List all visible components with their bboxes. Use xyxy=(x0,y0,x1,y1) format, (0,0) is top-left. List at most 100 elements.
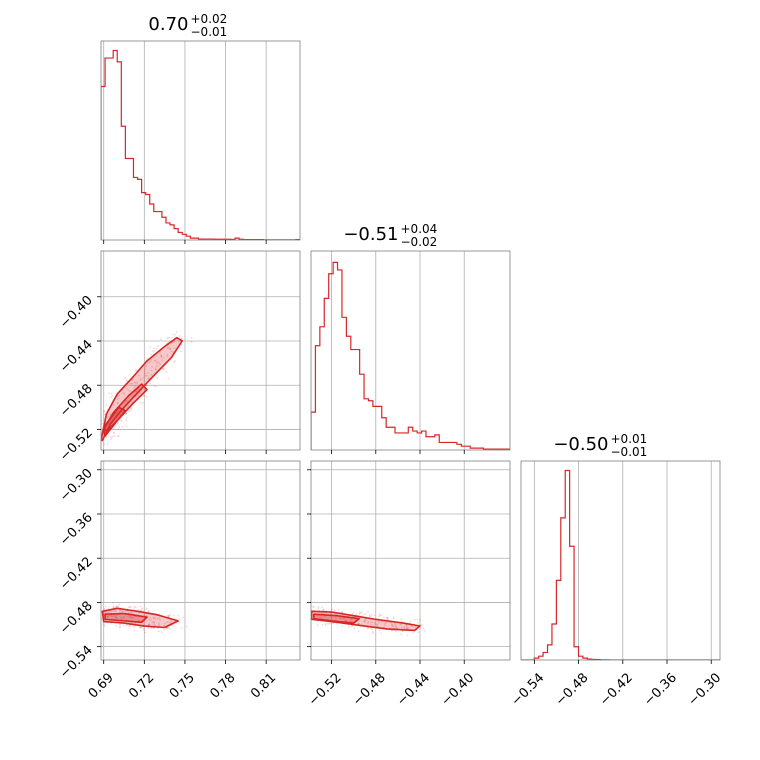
sample-point xyxy=(103,410,106,413)
x-tick-label: −0.48 xyxy=(350,670,389,709)
sample-point xyxy=(116,412,118,415)
x-tick-label: 0.81 xyxy=(248,670,279,701)
sample-point xyxy=(152,627,155,630)
sample-point xyxy=(351,612,354,615)
sample-point xyxy=(324,615,327,618)
sample-point xyxy=(317,607,320,610)
sample-point xyxy=(137,374,140,377)
sample-point xyxy=(161,368,164,370)
axes-frame xyxy=(520,460,721,661)
sample-point xyxy=(123,616,125,619)
sample-point xyxy=(169,347,172,350)
sample-point xyxy=(341,611,344,613)
sample-point xyxy=(159,353,162,356)
y-tick-label: −0.52 xyxy=(57,426,96,465)
sample-point xyxy=(421,623,424,626)
sample-point xyxy=(130,382,132,385)
sample-point xyxy=(111,435,114,438)
sample-point xyxy=(400,633,403,636)
sample-point xyxy=(163,629,165,631)
sample-point xyxy=(159,618,162,621)
sample-point xyxy=(306,620,308,622)
sample-point xyxy=(360,611,363,614)
sample-point xyxy=(110,392,113,395)
x-tick-label: −0.48 xyxy=(553,670,592,709)
sample-point xyxy=(325,623,327,625)
sample-point xyxy=(357,622,360,625)
sample-point xyxy=(112,427,115,430)
sample-point xyxy=(324,624,327,627)
sample-point xyxy=(114,615,117,617)
sample-point xyxy=(317,606,320,608)
sample-point xyxy=(352,611,355,614)
sample-point xyxy=(347,625,350,628)
sample-point xyxy=(104,624,106,627)
sample-point xyxy=(103,410,106,413)
sample-point xyxy=(126,624,128,627)
sample-point xyxy=(121,392,124,394)
sample-point xyxy=(403,627,406,630)
sample-point xyxy=(164,622,167,625)
sample-point xyxy=(386,616,388,619)
sample-point xyxy=(380,614,383,617)
sample-point xyxy=(331,608,334,611)
sample-point xyxy=(143,614,146,617)
sample-point xyxy=(370,614,373,617)
sample-point xyxy=(382,616,385,619)
sample-point xyxy=(390,625,393,628)
sample-point xyxy=(114,615,117,617)
sample-point xyxy=(128,625,131,628)
sample-point xyxy=(107,416,110,419)
sample-point xyxy=(364,618,366,621)
sample-point xyxy=(131,378,134,381)
sample-point xyxy=(413,619,416,621)
sample-point xyxy=(175,331,178,334)
sample-point xyxy=(362,620,365,623)
diag-2-panel: −0.54 −0.48 −0.42 −0.36 −0.30 −0.50 +0.01−0.01 xyxy=(509,432,725,709)
sample-point xyxy=(316,615,318,618)
sample-point xyxy=(369,615,371,618)
sample-point xyxy=(303,615,305,617)
sample-point xyxy=(156,617,159,620)
sample-point xyxy=(135,390,138,393)
sample-point xyxy=(170,350,173,353)
sample-point xyxy=(154,617,157,620)
sample-point xyxy=(149,360,152,363)
histogram-step xyxy=(311,261,510,450)
sample-point xyxy=(174,360,176,362)
y-tick-label: −0.44 xyxy=(57,337,96,376)
sample-point xyxy=(151,349,154,352)
sample-point xyxy=(155,365,157,368)
sample-point xyxy=(371,621,374,624)
y-tick-label: −0.48 xyxy=(57,381,96,420)
sample-point xyxy=(321,624,324,626)
sample-point xyxy=(103,443,106,445)
sample-point xyxy=(392,616,395,619)
sample-point xyxy=(125,615,128,617)
sample-point xyxy=(180,344,183,347)
sample-point xyxy=(180,350,182,353)
sample-point xyxy=(174,334,176,336)
sample-point xyxy=(153,350,156,353)
sample-point xyxy=(156,377,159,379)
sample-point xyxy=(125,412,128,415)
sample-point xyxy=(152,616,155,619)
sample-point xyxy=(411,625,414,628)
sample-point xyxy=(166,347,169,350)
sample-point xyxy=(302,616,304,618)
sample-point xyxy=(112,605,115,608)
sample-point xyxy=(116,617,119,620)
sample-point xyxy=(112,404,115,407)
sample-point xyxy=(167,337,170,339)
sample-point xyxy=(367,611,369,613)
sample-point xyxy=(112,431,115,434)
sample-point xyxy=(165,627,168,630)
sample-point xyxy=(417,631,420,634)
sample-point xyxy=(116,401,119,404)
axes-frame xyxy=(100,250,301,451)
sample-point xyxy=(126,380,128,383)
sample-point xyxy=(401,620,403,623)
sample-point xyxy=(166,621,169,624)
sample-point xyxy=(178,620,181,623)
